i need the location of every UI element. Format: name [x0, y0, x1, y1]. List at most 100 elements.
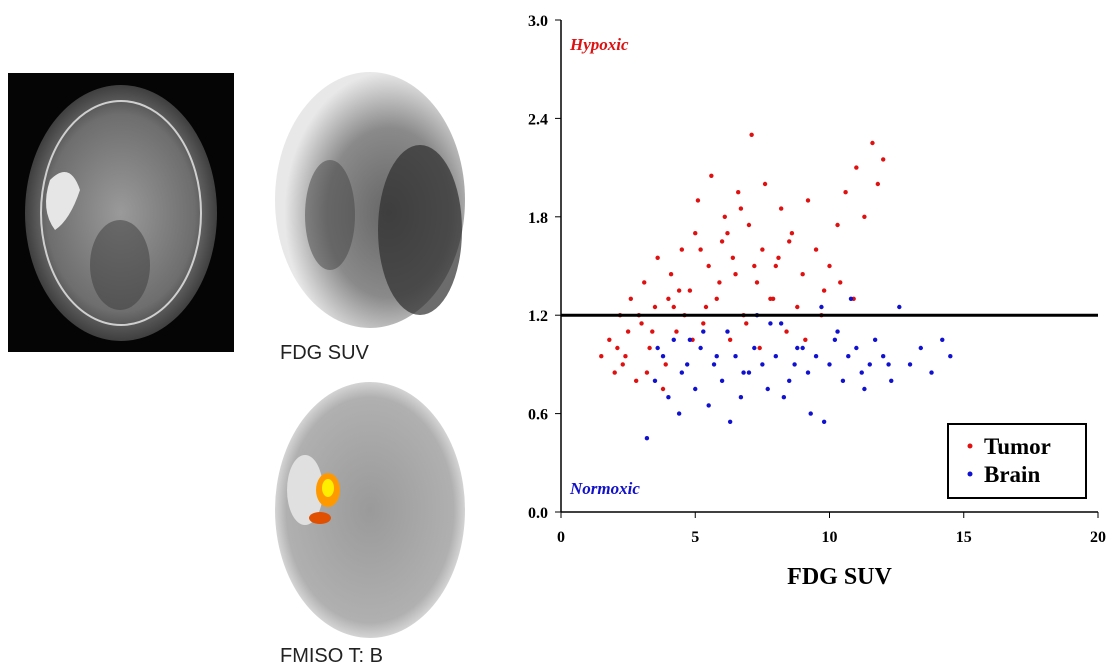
scatter-point — [787, 239, 792, 244]
scatter-point — [625, 329, 631, 334]
scatter-point — [746, 222, 752, 228]
y-tick-label: 1.2 — [528, 308, 548, 325]
scatter-point — [666, 395, 671, 400]
y-tick-label: 1.8 — [528, 210, 548, 227]
scatter-point — [838, 280, 843, 285]
scatter-point — [929, 370, 934, 375]
annotation: Hypoxic — [569, 35, 629, 54]
scatter-point — [607, 337, 612, 342]
scatter-chart: 0.0 0.6 1.2 1.8 2.4 3.0 0 5 10 15 20 FDG SUV Hypoxic… — [528, 13, 1106, 590]
scatter-point — [827, 263, 832, 269]
scatter-point — [854, 165, 859, 170]
scatter-point — [644, 436, 650, 441]
scatter-point — [652, 378, 658, 383]
mri-image — [8, 73, 234, 352]
scatter-point — [821, 419, 827, 424]
scatter-point — [639, 321, 644, 326]
scatter-point — [679, 247, 685, 252]
legend-marker — [967, 443, 973, 449]
scatter-point — [647, 345, 652, 351]
scatter-point — [749, 132, 754, 137]
scatter-point — [709, 173, 714, 178]
scatter-point — [754, 280, 760, 285]
scatter-point — [628, 296, 634, 301]
scatter-point — [738, 395, 744, 400]
scatter-point — [832, 337, 838, 342]
scatter-point — [800, 272, 805, 277]
scatter-point — [776, 255, 781, 260]
scatter-point — [770, 296, 776, 301]
scatter-point — [676, 288, 682, 293]
scatter-point — [714, 296, 719, 301]
scatter-point — [835, 222, 840, 228]
scatter-point — [722, 214, 727, 219]
scatter-point — [725, 329, 730, 334]
scatter-point — [805, 370, 811, 375]
scatter-point — [940, 337, 945, 342]
x-tick-label: 20 — [1090, 529, 1106, 546]
image-caption: FMISO T: B — [280, 645, 383, 667]
annotation: Normoxic — [569, 479, 640, 498]
scatter-point — [615, 345, 620, 351]
scatter-point — [650, 329, 655, 334]
scatter-point — [711, 362, 717, 367]
legend: Tumor Brain — [947, 423, 1087, 499]
scatter-point — [687, 337, 693, 342]
scatter-point — [800, 345, 805, 351]
scatter-point — [848, 296, 854, 301]
scatter-point — [717, 280, 722, 285]
scatter-point — [701, 321, 706, 326]
scatter-point — [612, 370, 617, 375]
scatter-point — [773, 263, 778, 269]
scatter-point — [642, 280, 647, 285]
scatter-point — [746, 370, 752, 375]
scatter-point — [757, 345, 762, 351]
scatter-point — [795, 304, 800, 310]
scatter-point — [666, 296, 671, 301]
legend-marker — [967, 471, 973, 477]
scatter-point — [676, 411, 682, 416]
scatter-point — [652, 304, 658, 310]
scatter-point — [752, 263, 757, 269]
scatter-point — [859, 370, 864, 375]
scatter-point — [768, 321, 773, 326]
scatter-point — [644, 370, 650, 375]
scatter-point — [846, 354, 851, 359]
y-tick-label: 2.4 — [528, 111, 548, 128]
scatter-point — [870, 140, 875, 146]
scatter-point — [671, 304, 676, 310]
y-tick-label: 3.0 — [528, 13, 548, 30]
x-tick-label: 15 — [956, 529, 972, 546]
scatter-point — [698, 247, 703, 252]
y-tick-label: 0.6 — [528, 407, 548, 424]
fdg-image — [275, 72, 465, 328]
fmiso-image — [275, 382, 465, 638]
scatter-point — [897, 304, 902, 310]
scatter-point — [795, 345, 800, 351]
scatter-point — [693, 231, 698, 236]
scatter-point — [738, 206, 744, 211]
scatter-point — [862, 386, 867, 392]
scatter-point — [733, 272, 738, 277]
x-tick-label: 0 — [557, 529, 565, 546]
scatter-point — [835, 329, 840, 334]
scatter-point — [736, 190, 741, 195]
scatter-point — [599, 354, 604, 359]
scatter-point — [725, 231, 730, 236]
scatter-point — [730, 255, 736, 260]
scatter-point — [808, 411, 813, 416]
scatter-point — [872, 337, 878, 342]
scatter-point — [674, 329, 679, 334]
scatter-point — [719, 378, 725, 383]
scatter-point — [765, 386, 770, 392]
scatter-point — [671, 337, 676, 342]
scatter-point — [706, 263, 711, 269]
scatter-point — [843, 190, 848, 195]
scatter-point — [760, 362, 765, 367]
y-tick-label: 0.0 — [528, 505, 548, 522]
scatter-point — [789, 231, 795, 236]
scatter-point — [701, 329, 706, 334]
scatter-point — [706, 403, 711, 408]
scatter-point — [727, 419, 733, 424]
